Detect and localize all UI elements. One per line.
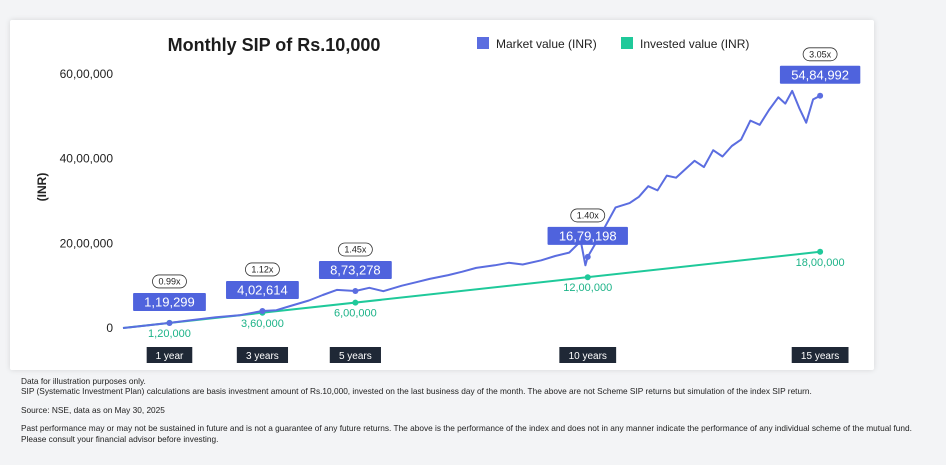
y-tick-label: 20,00,000 — [60, 236, 114, 250]
x-marker-label: 3 years — [246, 351, 279, 362]
y-axis-ticks: 0 20,00,000 40,00,000 60,00,000 — [60, 67, 114, 335]
growth-ratio-pill — [570, 208, 606, 223]
growth-ratio-pill — [152, 274, 187, 289]
market-point — [259, 307, 266, 314]
x-marker-box — [146, 347, 193, 363]
market-point — [817, 92, 824, 99]
market-value-labels: 1,19,299 0.99x 4,02,614 1.12x 8,73,278 1.45x 1… — [133, 47, 861, 326]
market-value-label: 54,84,992 — [791, 67, 849, 82]
growth-ratio-label: 1.45x — [344, 245, 367, 255]
market-value-box — [226, 280, 299, 299]
growth-ratio-pill — [802, 47, 838, 62]
y-tick-label: 0 — [106, 321, 113, 335]
note-sip-calculation: SIP (Systematic Investment Plan) calcula… — [21, 386, 812, 397]
x-marker-box — [329, 347, 381, 363]
note-disclaimer: Past performance may or may not be susta… — [21, 423, 912, 444]
legend-label-invested: Invested value (INR) — [640, 37, 749, 51]
market-value-label: 1,19,299 — [144, 294, 195, 309]
invested-value-label: 18,00,000 — [796, 257, 845, 269]
market-value-box — [779, 65, 861, 84]
market-point — [584, 253, 591, 260]
invested-point — [584, 274, 591, 281]
chart-title: Monthly SIP of Rs.10,000 — [168, 35, 381, 55]
x-axis-markers: 1 year 3 years 5 years 10 years 15 years — [146, 347, 849, 363]
growth-ratio-label: 0.99x — [158, 276, 181, 286]
market-value-label: 8,73,278 — [330, 263, 381, 278]
invested-value-label: 6,00,000 — [334, 308, 377, 320]
invested-point — [817, 248, 824, 255]
x-marker-label: 15 years — [801, 351, 839, 362]
x-marker-label: 10 years — [569, 351, 607, 362]
y-axis-label: (INR) — [35, 173, 49, 202]
growth-ratio-label: 1.40x — [577, 210, 600, 220]
y-tick-label: 60,00,000 — [60, 67, 114, 81]
x-marker-box — [559, 347, 617, 363]
x-marker-box — [791, 347, 849, 363]
x-marker-label: 5 years — [339, 351, 372, 362]
invested-value-label: 1,20,000 — [148, 328, 191, 340]
market-value-label: 4,02,614 — [237, 282, 288, 297]
legend-swatch-market — [477, 37, 489, 49]
market-value-label: 16,79,198 — [559, 228, 617, 243]
invested-point — [352, 299, 359, 306]
legend-label-market: Market value (INR) — [496, 37, 597, 51]
growth-ratio-label: 3.05x — [809, 49, 832, 59]
market-value-box — [547, 226, 628, 245]
note-illustration: Data for illustration purposes only. — [21, 376, 146, 386]
invested-value-label: 3,60,000 — [241, 318, 284, 330]
chart-card: Monthly SIP of Rs.10,000 Market value (I… — [10, 20, 874, 370]
x-marker-box — [236, 347, 289, 363]
invested-value-label: 12,00,000 — [563, 282, 612, 294]
invested-value-labels: 1,20,000 3,60,000 6,00,000 12,00,000 18,00,0… — [148, 248, 845, 340]
legend-swatch-invested — [621, 37, 633, 49]
note-source: Source: NSE, data as on May 30, 2025 — [21, 404, 165, 415]
growth-ratio-label: 1.12x — [251, 264, 274, 274]
market-point — [352, 288, 359, 295]
growth-ratio-pill — [337, 242, 373, 257]
x-marker-label: 1 year — [156, 351, 184, 362]
y-tick-label: 40,00,000 — [60, 152, 114, 166]
growth-ratio-pill — [245, 262, 280, 277]
sip-line-chart: Monthly SIP of Rs.10,000 Market value (I… — [35, 35, 861, 363]
market-value-box — [133, 292, 206, 311]
market-value-box — [318, 261, 392, 280]
market-point — [166, 319, 173, 326]
footnotes: Data for illustration purposes only. SIP… — [21, 376, 936, 444]
